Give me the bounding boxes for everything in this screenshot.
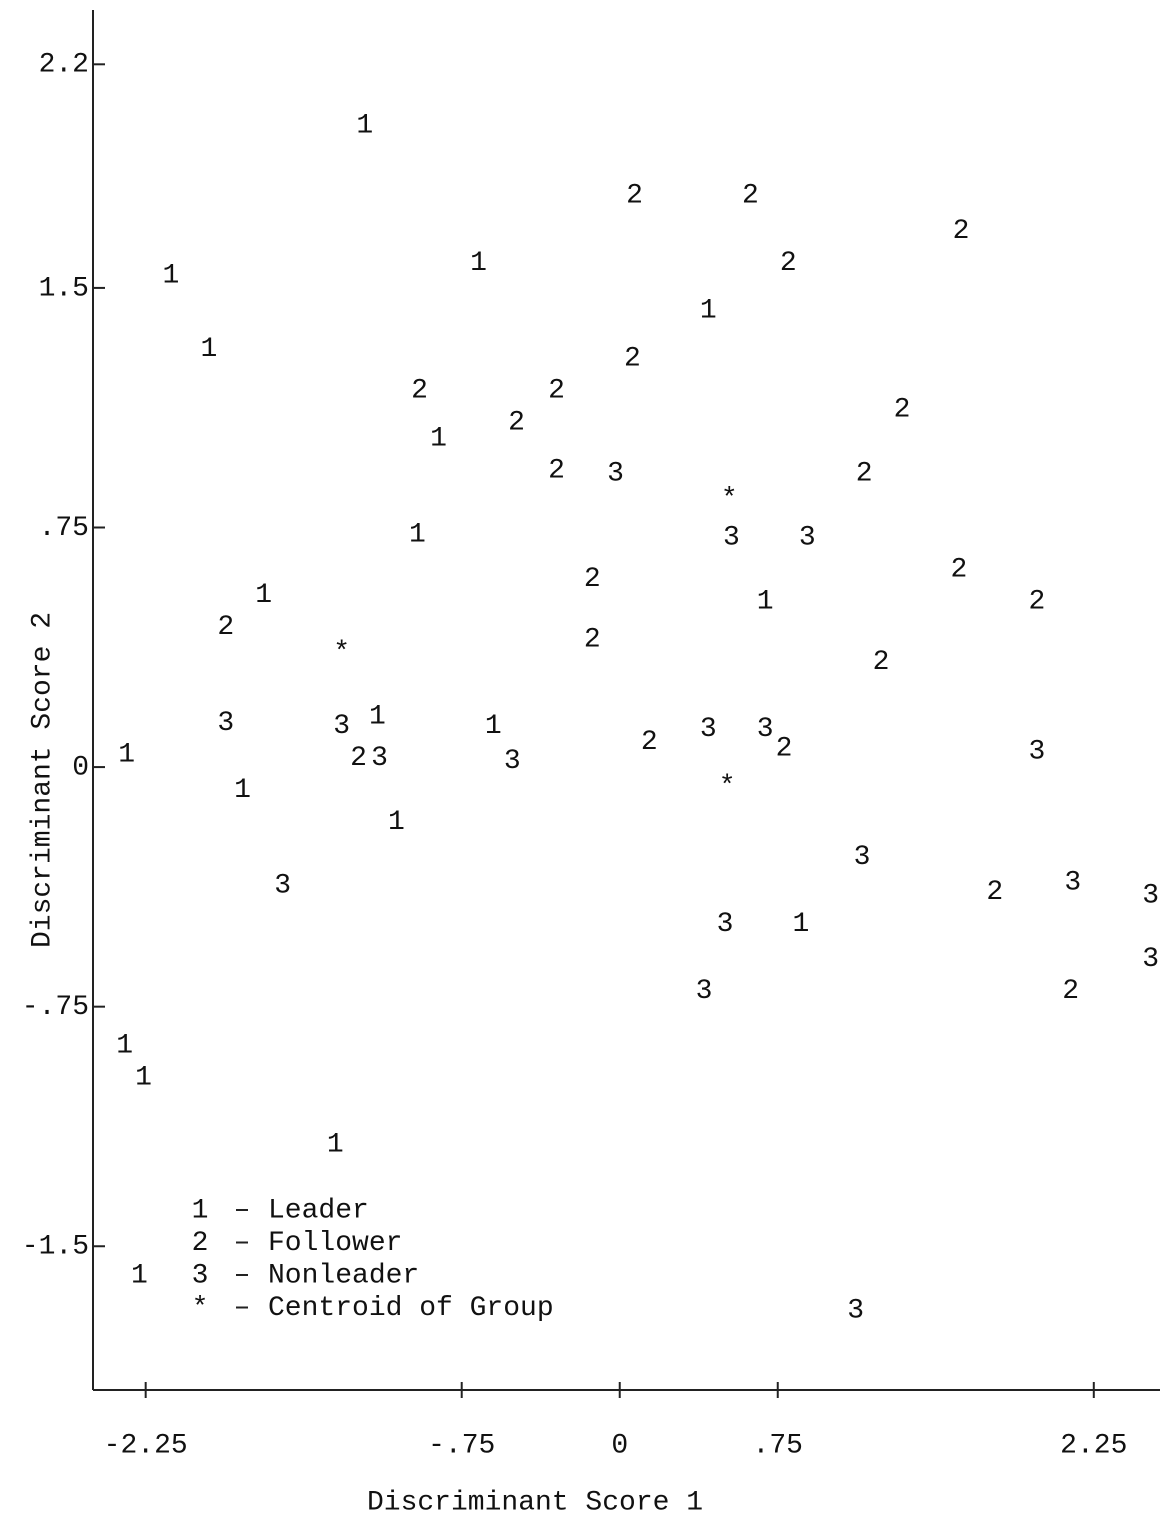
point: 3 xyxy=(1064,867,1081,898)
point: 2 xyxy=(350,743,367,774)
legend-label: Nonleader xyxy=(268,1260,419,1291)
point: 3 xyxy=(217,708,234,739)
point: 1 xyxy=(135,1062,152,1093)
point: 2 xyxy=(1028,586,1045,617)
point: 1 xyxy=(356,110,373,141)
point: 3 xyxy=(371,743,388,774)
point: 2 xyxy=(548,376,565,407)
x-tick-label: -2.25 xyxy=(104,1430,188,1461)
point: 3 xyxy=(799,522,816,553)
legend-marker: 2 xyxy=(192,1228,209,1259)
point: 2 xyxy=(953,216,970,247)
point: 1 xyxy=(470,248,487,279)
point: 2 xyxy=(951,554,968,585)
legend-label: Leader xyxy=(268,1195,369,1226)
point: 2 xyxy=(411,376,428,407)
point: 3 xyxy=(717,909,734,940)
x-tick-label: 2.25 xyxy=(1060,1430,1127,1461)
point: 1 xyxy=(430,423,447,454)
point: 2 xyxy=(548,455,565,486)
y-tick-label: 0 xyxy=(72,752,89,783)
point: 2 xyxy=(873,647,890,678)
point: 2 xyxy=(742,181,759,212)
point: 2 xyxy=(780,248,797,279)
point: 2 xyxy=(508,407,525,438)
point: 1 xyxy=(131,1260,148,1291)
point: 2 xyxy=(624,344,641,375)
point: 3 xyxy=(607,459,624,490)
legend-marker: 3 xyxy=(192,1260,209,1291)
point: 1 xyxy=(700,296,717,327)
point: 1 xyxy=(327,1129,344,1160)
point: 2 xyxy=(856,459,873,490)
legend-marker: * xyxy=(192,1293,209,1324)
point: 1 xyxy=(793,909,810,940)
y-axis-title: Discriminant Score 2 xyxy=(27,612,58,948)
point: 3 xyxy=(1142,944,1159,975)
point: 1 xyxy=(369,701,386,732)
x-axis-title: Discriminant Score 1 xyxy=(367,1487,703,1518)
point: 1 xyxy=(255,580,272,611)
y-tick-label: 2.2 xyxy=(39,50,89,81)
point: * xyxy=(719,772,736,803)
legend-marker: 1 xyxy=(192,1195,209,1226)
point: 1 xyxy=(163,261,180,292)
point: 1 xyxy=(200,334,217,365)
point: 3 xyxy=(696,976,713,1007)
point: 3 xyxy=(1142,880,1159,911)
point: 2 xyxy=(894,395,911,426)
point: 2 xyxy=(641,727,658,758)
point: 2 xyxy=(776,733,793,764)
point: 3 xyxy=(700,714,717,745)
y-tick-label: 1.5 xyxy=(39,273,89,304)
point: 3 xyxy=(723,522,740,553)
point: 3 xyxy=(847,1296,864,1327)
point: 3 xyxy=(274,871,291,902)
point: 3 xyxy=(757,714,774,745)
point: 2 xyxy=(986,877,1003,908)
legend-label: Follower xyxy=(268,1228,402,1259)
point: 2 xyxy=(584,564,601,595)
point: 1 xyxy=(485,711,502,742)
point: 1 xyxy=(409,519,426,550)
point: 2 xyxy=(584,625,601,656)
legend-label: Centroid of Group xyxy=(268,1293,554,1324)
point: 1 xyxy=(116,1030,133,1061)
point: 1 xyxy=(388,807,405,838)
point: 3 xyxy=(504,746,521,777)
x-tick-label: -.75 xyxy=(428,1430,495,1461)
point: 3 xyxy=(1028,737,1045,768)
x-tick-label: .75 xyxy=(753,1430,803,1461)
point: 2 xyxy=(626,181,643,212)
point: 2 xyxy=(217,612,234,643)
point: 2 xyxy=(1062,976,1079,1007)
y-tick-label: -.75 xyxy=(22,992,89,1023)
point: 1 xyxy=(118,740,135,771)
point: * xyxy=(721,484,738,515)
point: 3 xyxy=(333,711,350,742)
point: 3 xyxy=(854,842,871,873)
point: 1 xyxy=(234,775,251,806)
x-tick-label: 0 xyxy=(611,1430,628,1461)
y-tick-label: .75 xyxy=(39,513,89,544)
point: * xyxy=(333,637,350,668)
point: 1 xyxy=(757,586,774,617)
y-tick-label: -1.5 xyxy=(22,1232,89,1263)
